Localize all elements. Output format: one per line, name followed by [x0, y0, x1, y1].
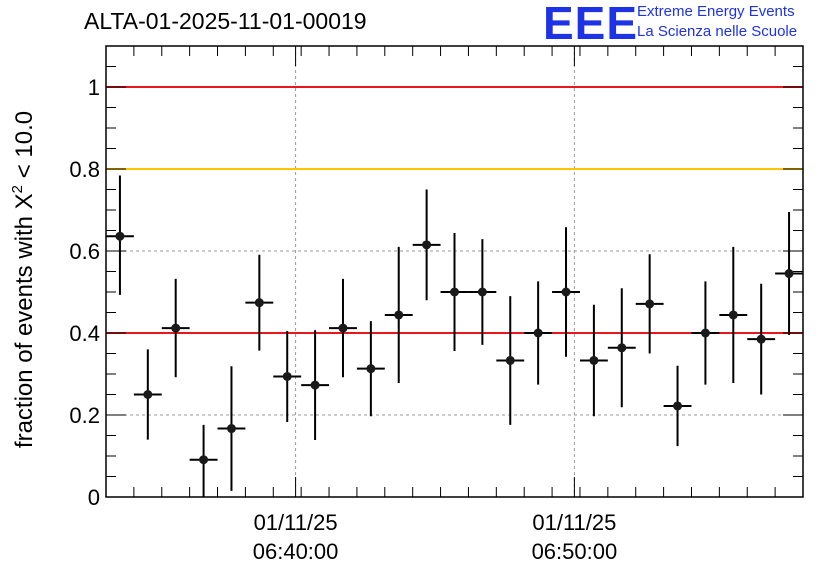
point-marker [366, 364, 376, 374]
data-point [106, 175, 134, 295]
data-point [161, 278, 190, 378]
ticks-layer [106, 45, 803, 498]
point-marker [589, 355, 599, 365]
chart-title: ALTA-01-2025-11-01-00019 [84, 8, 367, 34]
point-marker [756, 334, 766, 344]
data-point [663, 365, 692, 447]
data-point [245, 254, 274, 351]
point-marker [505, 355, 515, 365]
y-tick-label: 0.8 [69, 157, 100, 182]
y-tick-label: 0.2 [69, 403, 100, 428]
data-point [635, 254, 664, 354]
logo-line-1: Extreme Energy Events [637, 3, 795, 20]
point-marker [561, 287, 571, 297]
data-point [747, 283, 776, 395]
y-tick-label: 1 [88, 75, 100, 100]
y-tick-label: 0.6 [69, 239, 100, 264]
point-marker [700, 328, 710, 338]
point-marker [422, 240, 432, 250]
point-marker [143, 390, 153, 399]
point-marker [171, 323, 181, 333]
y-tick-label: 0.4 [69, 321, 100, 346]
data-point [691, 281, 720, 385]
y-axis-label: fraction of events with X2 < 10.0 [9, 111, 38, 448]
point-marker [310, 380, 320, 390]
data-point [273, 330, 302, 422]
data-point [719, 246, 748, 384]
data-point [189, 424, 218, 497]
data-point [440, 232, 469, 352]
tick-labels-layer: 0 0.2 0.4 0.6 0.8 1 01/11/25 06:40:00 01/11/25 06… [69, 75, 617, 564]
point-marker [673, 401, 683, 411]
data-point [552, 227, 580, 357]
point-marker [477, 287, 487, 297]
eee-logo-mark: EEE [543, 0, 639, 49]
x-tick-label-time: 06:50:00 [532, 539, 618, 564]
data-point [579, 304, 608, 417]
data-point [356, 321, 385, 417]
point-marker [115, 231, 125, 241]
point-marker [282, 371, 292, 381]
point-marker [728, 310, 738, 320]
data-point [133, 349, 162, 440]
point-marker [533, 328, 543, 338]
data-point [468, 239, 497, 345]
data-point [384, 246, 413, 384]
data-point [329, 278, 357, 378]
data-point [301, 330, 330, 441]
point-marker [617, 343, 627, 353]
x-tick-label-time: 06:40:00 [253, 539, 339, 564]
data-point [217, 366, 246, 491]
y-tick-label: 0 [88, 485, 100, 510]
point-marker [450, 287, 459, 297]
point-marker [226, 424, 236, 434]
x-tick-label-date: 01/11/25 [532, 510, 616, 535]
x-tick-label-date: 01/11/25 [254, 510, 338, 535]
data-point [607, 288, 636, 408]
y-axis-label-superscript: 2 [9, 185, 26, 193]
point-marker [784, 269, 794, 279]
data-point [496, 296, 525, 425]
y-axis-label-suffix: < 10.0 [11, 111, 38, 185]
point-marker [394, 310, 404, 320]
point-marker [254, 298, 264, 308]
y-axis-label-prefix: fraction of events with X [11, 193, 38, 448]
point-marker [338, 323, 348, 333]
logo-line-2: La Scienza nelle Scuole [637, 23, 798, 40]
data-point [524, 281, 553, 385]
point-marker [645, 299, 655, 309]
data-point [412, 189, 441, 301]
data-points-layer [106, 175, 803, 497]
point-marker [199, 455, 209, 465]
data-point [775, 212, 803, 336]
